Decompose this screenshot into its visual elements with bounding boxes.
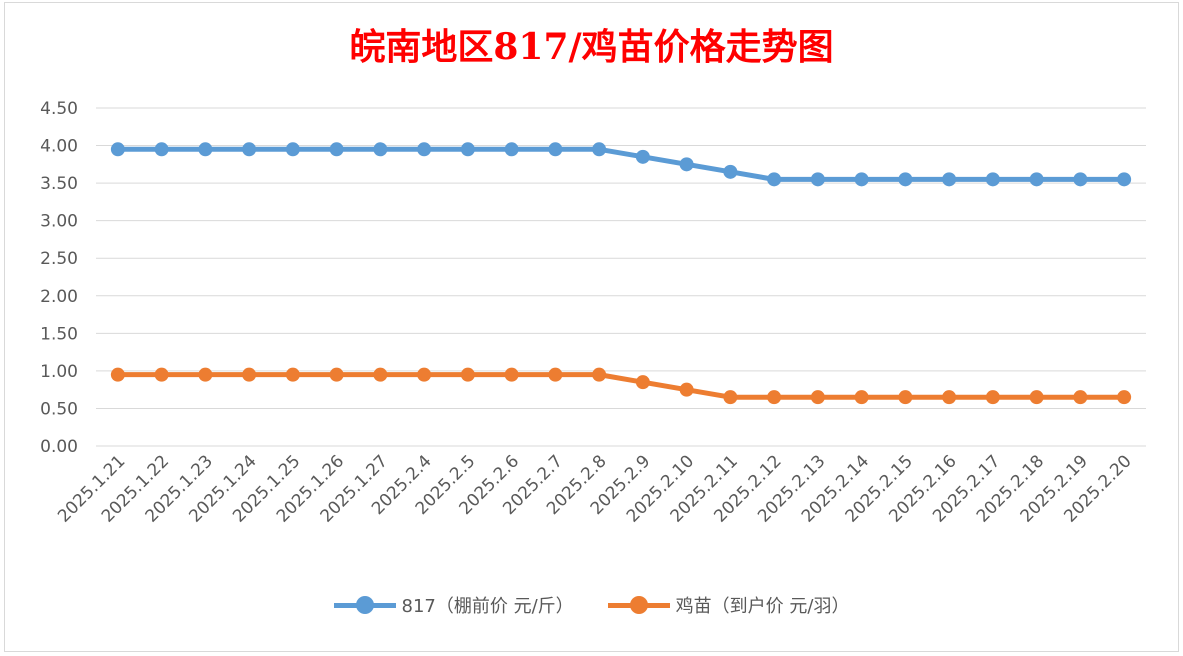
chart-frame: [4, 2, 1179, 652]
data-point: [285, 367, 300, 382]
data-point: [285, 142, 300, 157]
series-line-2: [117, 372, 1125, 400]
y-tick-label: 2.50: [40, 249, 78, 269]
legend: 817（棚前价 元/斤） 鸡苗（到户价 元/羽）: [0, 592, 1183, 618]
data-point: [723, 164, 738, 179]
y-tick-label: 1.50: [40, 324, 78, 344]
y-tick-label: 3.50: [40, 174, 78, 194]
data-point: [942, 390, 957, 405]
data-point: [942, 172, 957, 187]
data-point: [1073, 172, 1088, 187]
y-axis: 0.00 0.50 1.00 1.50 2.00 2.50 3.00 3.50 4.00 4.50: [40, 99, 78, 457]
data-point: [198, 367, 213, 382]
data-point: [767, 390, 782, 405]
data-point: [504, 367, 519, 382]
y-tick-label: 1.00: [40, 362, 78, 382]
data-point: [329, 142, 344, 157]
data-point: [898, 390, 913, 405]
data-point: [1029, 172, 1044, 187]
legend-item-series-1: 817（棚前价 元/斤）: [333, 592, 574, 618]
legend-marker-series-1: [333, 596, 396, 614]
data-point: [854, 390, 869, 405]
y-tick-label: 2.00: [40, 287, 78, 307]
data-point: [635, 375, 650, 390]
data-point: [679, 382, 694, 397]
data-point: [548, 367, 563, 382]
data-point: [679, 157, 694, 172]
data-point: [460, 142, 475, 157]
data-point: [417, 367, 432, 382]
data-point: [242, 367, 257, 382]
legend-marker-series-2: [607, 596, 670, 614]
chart-title: 皖南地区817/鸡苗价格走势图: [349, 26, 834, 68]
data-point: [635, 149, 650, 164]
legend-label-series-1: 817（棚前价 元/斤）: [401, 596, 574, 617]
data-point: [504, 142, 519, 157]
x-axis: 2025.1.212025.1.222025.1.232025.1.242025…: [54, 451, 1136, 526]
data-point: [1073, 390, 1088, 405]
data-point: [592, 367, 607, 382]
y-tick-label: 3.00: [40, 212, 78, 232]
data-point: [460, 367, 475, 382]
data-point: [110, 142, 125, 157]
legend-label-series-2: 鸡苗（到户价 元/羽）: [675, 596, 850, 617]
series-line-1: [117, 146, 1125, 182]
data-point: [1117, 390, 1132, 405]
y-tick-label: 4.50: [40, 99, 78, 119]
data-point: [854, 172, 869, 187]
data-point: [810, 390, 825, 405]
data-point: [898, 172, 913, 187]
data-point: [1029, 390, 1044, 405]
data-point: [985, 172, 1000, 187]
data-point: [329, 367, 344, 382]
data-point: [373, 367, 388, 382]
data-point: [767, 172, 782, 187]
data-point: [110, 367, 125, 382]
y-tick-label: 0.00: [40, 437, 78, 457]
data-point: [154, 367, 169, 382]
data-point: [373, 142, 388, 157]
data-point: [592, 142, 607, 157]
y-tick-label: 4.00: [40, 137, 78, 157]
grid-lines: [96, 107, 1146, 447]
data-point: [810, 172, 825, 187]
data-point: [1117, 172, 1132, 187]
data-point: [548, 142, 563, 157]
data-point: [242, 142, 257, 157]
series-lines: [110, 142, 1132, 405]
data-point: [723, 390, 738, 405]
data-point: [985, 390, 1000, 405]
data-point: [417, 142, 432, 157]
legend-item-series-2: 鸡苗（到户价 元/羽）: [607, 592, 850, 618]
data-point: [198, 142, 213, 157]
y-tick-label: 0.50: [40, 399, 78, 419]
data-point: [154, 142, 169, 157]
